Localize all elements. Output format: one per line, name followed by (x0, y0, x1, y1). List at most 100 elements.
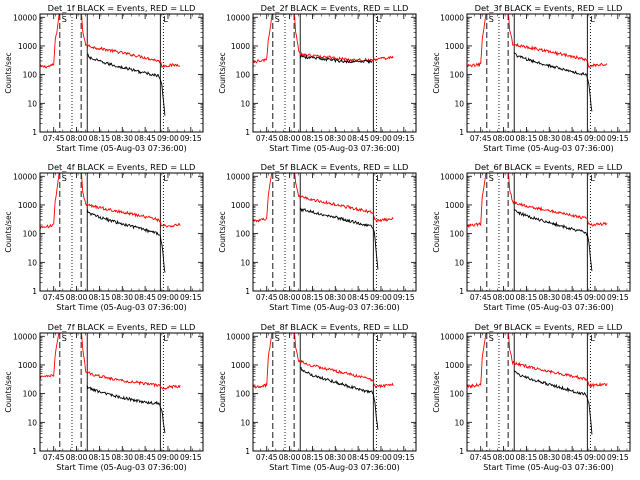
x-tick-label: 08:00 (66, 134, 88, 143)
x-tick-label: 07:45 (470, 453, 492, 462)
y-axis-label: Counts/sec (432, 371, 441, 412)
series-line-lld (253, 333, 394, 389)
y-tick-label: 10000 (226, 332, 250, 341)
y-tick-label: 10 (454, 258, 464, 267)
y-tick-label: 100 (236, 230, 251, 239)
x-tick-label: 08:15 (89, 293, 111, 302)
x-tick-label: 08:30 (538, 293, 560, 302)
x-axis-label: Start Time (05-Aug-03 07:36:00) (269, 463, 400, 472)
panel-title: Det_6f BLACK = Events, RED = LLD (475, 162, 623, 172)
y-tick-label: 1000 (445, 361, 464, 370)
x-tick-label: 08:00 (279, 453, 301, 462)
x-tick-label: 08:00 (279, 293, 301, 302)
y-tick-label: 1000 (231, 42, 250, 51)
series-line-lld (467, 173, 608, 228)
x-tick-label: 08:45 (561, 453, 583, 462)
y-tick-label: 10 (27, 258, 37, 267)
x-tick-label: 08:00 (493, 134, 515, 143)
x-tick-label: 08:00 (279, 134, 301, 143)
y-tick-label: 1 (459, 287, 464, 296)
x-tick-label: 08:00 (493, 293, 515, 302)
y-tick-label: 100 (23, 71, 38, 80)
y-tick-label: 1 (32, 128, 37, 137)
x-tick-label: 08:45 (347, 453, 369, 462)
series-line-events (299, 366, 379, 430)
x-tick-label: 09:15 (607, 453, 629, 462)
x-tick-label: 09:00 (157, 134, 179, 143)
x-tick-label: 08:30 (111, 453, 133, 462)
x-tick-label: 08:15 (516, 293, 538, 302)
y-tick-label: 1 (459, 447, 464, 456)
y-axis-label: Counts/sec (4, 211, 13, 252)
data-area (40, 14, 181, 116)
y-tick-label: 10 (27, 418, 37, 427)
series-line-events (513, 208, 593, 272)
panel-det-4f: Det_4f BLACK = Events, RED = LLD 1 10 100 10… (4, 162, 204, 312)
x-tick-label: 09:15 (393, 134, 415, 143)
panel-det-1f: Det_1f BLACK = Events, RED = LLD 1 10 100 10… (4, 3, 204, 153)
x-tick-label: 08:30 (538, 134, 560, 143)
x-tick-label: 08:30 (324, 453, 346, 462)
series-line-lld (253, 173, 394, 224)
x-tick-label: 09:00 (370, 134, 392, 143)
series-line-events (87, 53, 166, 116)
panel-title: Det_8f BLACK = Events, RED = LLD (261, 322, 409, 332)
x-tick-label: 08:30 (111, 293, 133, 302)
y-tick-label: 100 (23, 230, 38, 239)
y-tick-label: 1000 (18, 201, 37, 210)
x-axis-label: Start Time (05-Aug-03 07:36:00) (56, 144, 187, 153)
corner-label-l: L (376, 174, 381, 183)
y-axis-label: Counts/sec (218, 211, 227, 252)
y-tick-label: 100 (23, 390, 38, 399)
x-axis-label: Start Time (05-Aug-03 07:36:00) (269, 303, 400, 312)
y-tick-label: 10000 (440, 172, 464, 181)
plot-frame (39, 13, 204, 133)
y-tick-label: 1000 (445, 201, 464, 210)
x-tick-label: 09:15 (180, 453, 202, 462)
x-tick-label: 09:15 (607, 293, 629, 302)
y-tick-label: 1000 (18, 361, 37, 370)
panel-det-7f: Det_7f BLACK = Events, RED = LLD 1 10 100 10… (4, 322, 204, 472)
corner-label-s: S (275, 174, 280, 183)
series-line-lld (467, 14, 608, 69)
y-tick-label: 1 (32, 447, 37, 456)
x-tick-label: 08:15 (516, 453, 538, 462)
series-line-lld (467, 333, 608, 389)
corner-label-s: S (275, 334, 280, 343)
panel-det-8f: Det_8f BLACK = Events, RED = LLD 1 10 100 10… (218, 322, 417, 472)
series-line-events (86, 385, 166, 434)
panel-det-2f: Det_2f BLACK = Events, RED = LLD 1 10 100 10… (218, 3, 417, 153)
series-line-events (513, 370, 593, 435)
plot-frame (466, 332, 631, 452)
plot-frame (39, 332, 204, 452)
x-tick-label: 08:45 (134, 293, 156, 302)
y-tick-label: 10 (240, 418, 250, 427)
x-axis-label: Start Time (05-Aug-03 07:36:00) (269, 144, 400, 153)
x-tick-label: 08:15 (516, 134, 538, 143)
x-tick-label: 09:00 (157, 293, 179, 302)
x-axis-label: Start Time (05-Aug-03 07:36:00) (483, 463, 614, 472)
x-axis-label: Start Time (05-Aug-03 07:36:00) (56, 303, 187, 312)
y-tick-label: 10000 (13, 172, 37, 181)
data-area (467, 333, 608, 435)
plot-frame (252, 13, 417, 133)
x-tick-label: 08:00 (66, 293, 88, 302)
x-tick-label: 09:00 (584, 134, 606, 143)
y-axis-label: Counts/sec (432, 211, 441, 252)
panel-title: Det_5f BLACK = Events, RED = LLD (261, 162, 409, 172)
panel-title: Det_1f BLACK = Events, RED = LLD (48, 3, 196, 13)
data-area (40, 333, 181, 434)
corner-label-s: S (489, 174, 494, 183)
y-tick-label: 10 (454, 418, 464, 427)
corner-label-l: L (590, 15, 595, 24)
x-axis-label: Start Time (05-Aug-03 07:36:00) (483, 303, 614, 312)
y-axis-label: Counts/sec (4, 52, 13, 93)
panel-title: Det_2f BLACK = Events, RED = LLD (261, 3, 409, 13)
data-area (253, 333, 394, 430)
x-tick-label: 08:45 (561, 293, 583, 302)
x-tick-label: 09:15 (393, 293, 415, 302)
corner-label-l: L (163, 174, 168, 183)
x-tick-label: 08:30 (324, 134, 346, 143)
y-tick-label: 100 (450, 390, 465, 399)
